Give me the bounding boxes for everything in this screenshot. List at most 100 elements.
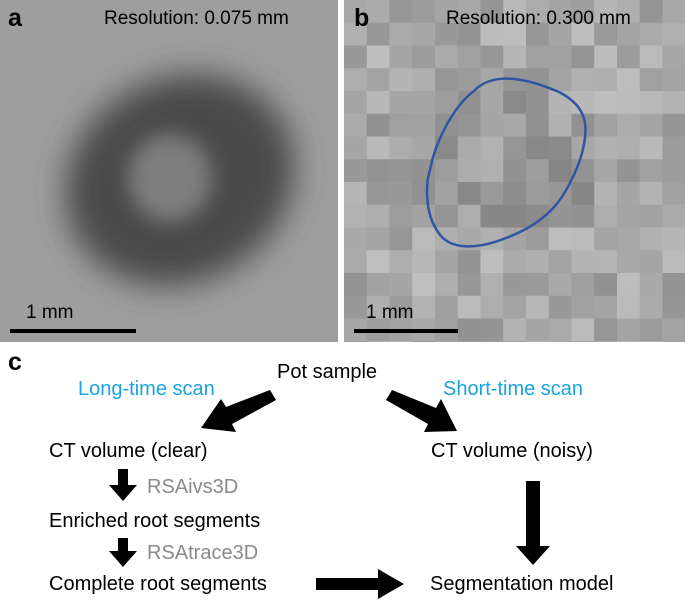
- voxel: [457, 182, 481, 206]
- voxel: [344, 227, 368, 251]
- voxel: [571, 273, 595, 297]
- voxel: [503, 182, 527, 206]
- voxel: [594, 341, 618, 342]
- voxel: [366, 22, 390, 46]
- voxel: [548, 295, 572, 319]
- voxel: [344, 295, 368, 319]
- voxel: [457, 68, 481, 92]
- voxel: [526, 227, 550, 251]
- voxel: [662, 68, 685, 92]
- voxel: [639, 204, 663, 228]
- voxel: [662, 45, 685, 69]
- voxel: [412, 250, 436, 274]
- voxel: [435, 91, 459, 115]
- voxel: [662, 273, 685, 297]
- ct-slice-clear: [0, 0, 338, 342]
- voxel: [457, 318, 481, 342]
- voxel: [344, 136, 368, 160]
- node-segmentation-model: Segmentation model: [430, 573, 614, 595]
- voxel: [526, 22, 550, 46]
- voxel: [662, 182, 685, 206]
- voxel: [639, 318, 663, 342]
- voxel: [457, 341, 481, 342]
- voxel: [548, 22, 572, 46]
- voxel: [480, 250, 504, 274]
- voxel: [435, 295, 459, 319]
- voxel: [639, 159, 663, 183]
- voxel: [457, 0, 481, 24]
- voxel: [366, 113, 390, 137]
- label-rsatrace3d: RSAtrace3D: [147, 542, 259, 564]
- voxel: [571, 295, 595, 319]
- voxel: [480, 182, 504, 206]
- node-ct-volume-noisy: CT volume (noisy): [431, 440, 593, 462]
- voxel: [389, 22, 413, 46]
- voxel: [503, 341, 527, 342]
- voxel: [389, 295, 413, 319]
- voxel: [435, 182, 459, 206]
- voxel: [412, 113, 436, 137]
- voxel: [526, 318, 550, 342]
- voxel: [412, 0, 436, 24]
- voxel: [457, 273, 481, 297]
- voxel: [457, 159, 481, 183]
- voxel: [617, 273, 641, 297]
- voxel: [639, 91, 663, 115]
- voxel: [617, 0, 641, 24]
- voxel: [526, 250, 550, 274]
- node-pot-sample: Pot sample: [277, 361, 378, 383]
- panel-b-image: b Resolution: 0.300 mm 1 mm: [344, 0, 685, 342]
- voxel: [344, 45, 368, 69]
- voxel: [617, 204, 641, 228]
- node-enriched-root-segments: Enriched root segments: [49, 510, 261, 532]
- voxel: [344, 204, 368, 228]
- voxel: [594, 250, 618, 274]
- voxel: [503, 45, 527, 69]
- voxel: [662, 91, 685, 115]
- voxel: [594, 295, 618, 319]
- voxel: [344, 22, 368, 46]
- voxel: [435, 250, 459, 274]
- voxel: [571, 113, 595, 137]
- voxel: [412, 45, 436, 69]
- voxel: [526, 182, 550, 206]
- voxel: [617, 227, 641, 251]
- voxel: [594, 0, 618, 24]
- voxel: [503, 0, 527, 24]
- voxel: [503, 318, 527, 342]
- voxel: [571, 204, 595, 228]
- voxel: [366, 341, 390, 342]
- voxel: [435, 159, 459, 183]
- voxel: [480, 113, 504, 137]
- voxel: [594, 318, 618, 342]
- voxel: [389, 341, 413, 342]
- voxel: [639, 273, 663, 297]
- voxel: [366, 227, 390, 251]
- voxel: [662, 113, 685, 137]
- node-complete-root-segments: Complete root segments: [49, 573, 267, 595]
- voxel: [412, 341, 436, 342]
- arrow-to-complete: [109, 538, 137, 567]
- root-outline: [425, 77, 587, 248]
- voxel: [344, 250, 368, 274]
- voxel: [412, 22, 436, 46]
- voxel: [594, 273, 618, 297]
- voxel: [662, 295, 685, 319]
- voxel: [617, 318, 641, 342]
- voxel: [594, 182, 618, 206]
- voxel: [548, 273, 572, 297]
- voxel: [662, 159, 685, 183]
- voxel: [571, 68, 595, 92]
- voxel: [457, 22, 481, 46]
- voxel: [389, 227, 413, 251]
- voxel: [366, 136, 390, 160]
- voxel: [389, 68, 413, 92]
- voxel: [457, 295, 481, 319]
- voxel: [389, 250, 413, 274]
- voxel: [480, 204, 504, 228]
- panel-a-image: a Resolution: 0.075 mm 1 mm: [0, 0, 338, 342]
- voxel: [503, 159, 527, 183]
- voxel: [639, 341, 663, 342]
- voxel: [389, 204, 413, 228]
- voxel: [389, 45, 413, 69]
